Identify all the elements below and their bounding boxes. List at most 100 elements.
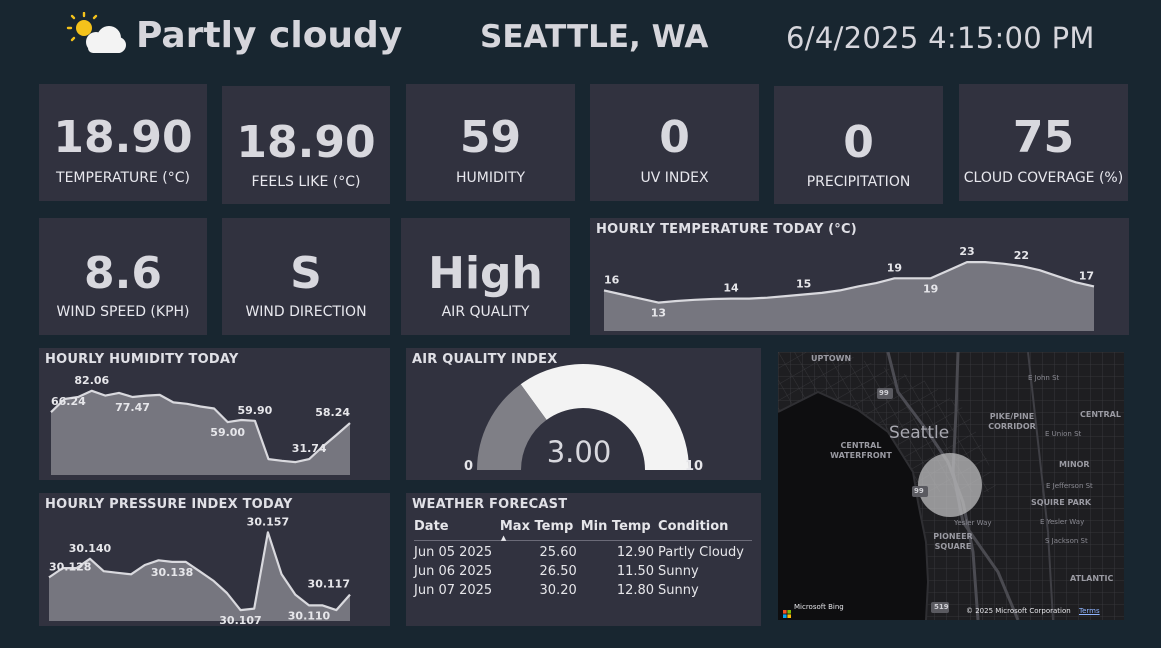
humidity-data-label: 59.90 [238,404,273,417]
cell-max-temp: 25.60 [539,545,577,560]
pressure-data-label: 30.117 [308,578,350,591]
temp-series-line[interactable] [603,261,1095,304]
temp-data-label: 22 [1014,249,1029,262]
cell-date: Jun 05 2025 [414,545,493,560]
temperature-label: TEMPERATURE (°C) [56,170,190,186]
temperature-card[interactable]: 18.90 TEMPERATURE (°C) [39,84,207,201]
gauge-max-label: 10 [685,459,704,474]
col-min-temp[interactable]: Min Temp [580,517,659,541]
air-quality-label: AIR QUALITY [441,304,530,320]
humidity-data-label: 58.24 [315,406,350,419]
location-marker [918,453,982,517]
map-label-e-john-st: E John St [1028,374,1060,382]
map-label-e-yesler-way: E Yesler Way [1040,518,1085,526]
col-condition[interactable]: Condition [658,517,752,541]
cell-min-temp: 12.90 [616,545,655,560]
uv-index-value: 0 [659,112,690,163]
table-row[interactable]: Jun 06 2025 26.50 11.50 Sunny [414,560,752,579]
precipitation-value: 0 [843,117,874,168]
wind-speed-card[interactable]: 8.6 WIND SPEED (KPH) [39,218,207,335]
cell-condition: Sunny [658,564,699,579]
temp-data-label: 16 [604,273,620,286]
humidity-data-label: 59.00 [210,426,245,439]
weather-forecast-title: WEATHER FORECAST [412,497,568,512]
col-date[interactable]: Date [414,517,500,541]
pressure-series-line[interactable] [48,531,351,612]
map-copyright: © 2025 Microsoft Corporation [966,607,1071,615]
cell-max-temp: 26.50 [539,564,577,579]
temp-data-label: 15 [796,278,811,291]
wind-speed-label: WIND SPEED (KPH) [56,304,190,320]
forecast-table: Date Max Temp ▲ Min Temp Condition Jun 0… [414,517,752,598]
map-label-central-waterfront: CENTRAL WATERFRONT [830,441,892,460]
gauge-min-label: 0 [464,459,474,474]
air-quality-card[interactable]: High AIR QUALITY [401,218,570,335]
cloud-coverage-value: 75 [1012,112,1075,163]
hourly-pressure-chart[interactable]: HOURLY PRESSURE INDEX TODAY 30.128 30.140… [39,493,390,626]
map-label-s-jackson-st: S Jackson St [1045,537,1088,545]
bing-logo [783,603,791,618]
humidity-series-line[interactable] [50,389,351,464]
humidity-label: HUMIDITY [456,170,525,186]
temp-area [604,262,1094,331]
map-visual[interactable]: UPTOWN Seattle CENTRAL WATERFRONT PIKE/P… [778,352,1124,620]
map-label-e-union-st: E Union St [1045,430,1082,438]
map-label-squire-park: SQUIRE PARK [1031,498,1092,507]
map-label-pioneer-square: PIONEER SQUARE [933,532,973,551]
cell-min-temp: 12.80 [616,583,655,598]
cell-condition: Sunny [658,583,699,598]
wind-direction-label: WIND DIRECTION [245,304,367,320]
humidity-card[interactable]: 59 HUMIDITY [406,84,575,201]
cloud-icon [86,26,126,53]
feels-like-value: 18.90 [236,117,376,168]
cell-condition: Partly Cloudy [658,545,744,560]
hourly-temperature-chart[interactable]: HOURLY TEMPERATURE TODAY (°C) 16 13 14 15 19… [590,218,1129,335]
sun-icon [66,11,98,42]
col-max-temp[interactable]: Max Temp ▲ [499,517,581,542]
hourly-temperature-title: HOURLY TEMPERATURE TODAY (°C) [596,222,857,237]
map-label-yesler-way: Yesler Way [954,519,992,527]
pressure-data-label: 30.110 [288,609,331,622]
wind-speed-value: 8.6 [84,248,162,299]
col-max-temp-label: Max Temp [499,519,574,534]
humidity-data-label: 31.74 [292,442,327,455]
cell-min-temp: 11.50 [616,564,655,579]
map-label-uptown: UPTOWN [811,354,852,363]
sort-ascending-icon: ▲ [500,534,507,542]
cell-max-temp: 30.20 [539,583,577,598]
pressure-data-label: 30.140 [69,542,112,555]
gauge-value-label: 3.00 [546,435,612,469]
table-row[interactable]: Jun 07 2025 30.20 12.80 Sunny [414,579,752,598]
feels-like-card[interactable]: 18.90 FEELS LIKE (°C) [222,86,390,204]
uv-index-card[interactable]: 0 UV INDEX [590,84,759,201]
humidity-data-label: 66.24 [51,395,86,408]
wind-direction-card[interactable]: S WIND DIRECTION [222,218,390,335]
uv-index-label: UV INDEX [640,170,709,186]
precipitation-card[interactable]: 0 PRECIPITATION [774,86,943,204]
air-quality-index-gauge[interactable]: AIR QUALITY INDEX 3.00 0 10 [406,348,761,480]
cell-date: Jun 07 2025 [414,583,493,598]
map-route-99-south: 99 [914,487,924,495]
precipitation-label: PRECIPITATION [806,174,911,190]
humidity-data-label: 77.47 [115,401,150,414]
map-route-519: 519 [934,603,949,611]
weather-condition-icon [66,11,128,56]
gauge-value-arc [477,384,547,470]
pressure-data-label: 30.157 [247,515,289,528]
cloud-coverage-card[interactable]: 75 CLOUD COVERAGE (%) [959,84,1128,201]
map-label-e-jefferson-st: E Jefferson St [1046,482,1093,490]
hourly-humidity-chart[interactable]: HOURLY HUMIDITY TODAY 66.24 82.06 77.47 59.… [39,348,390,480]
cell-date: Jun 06 2025 [414,564,493,579]
wind-direction-value: S [290,248,322,299]
temp-data-label: 13 [651,307,666,320]
map-label-minor: MINOR [1059,460,1090,469]
current-datetime: 6/4/2025 4:15:00 PM [786,21,1095,55]
cloud-coverage-label: CLOUD COVERAGE (%) [963,170,1124,186]
map-terms-link[interactable]: Terms [1079,607,1100,615]
weather-forecast-table[interactable]: WEATHER FORECAST Date Max Temp ▲ Min Tem… [406,493,761,626]
map-label-atlantic: ATLANTIC [1070,574,1114,583]
temperature-value: 18.90 [53,112,193,163]
table-row[interactable]: Jun 05 2025 25.60 12.90 Partly Cloudy [414,541,752,560]
pressure-data-label: 30.138 [151,566,193,579]
hourly-pressure-title: HOURLY PRESSURE INDEX TODAY [45,497,293,512]
